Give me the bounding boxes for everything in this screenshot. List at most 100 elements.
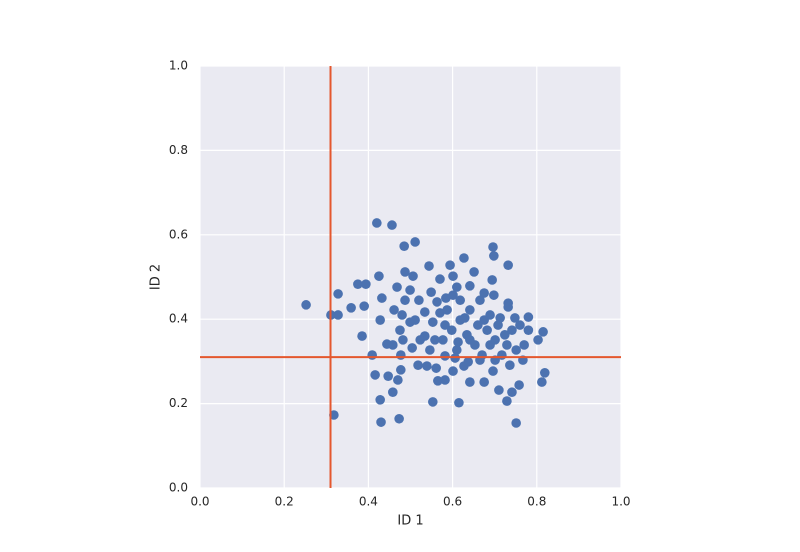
point [515, 320, 525, 330]
point [507, 387, 517, 398]
x-tick-label: 0.8 [527, 495, 546, 509]
point [375, 395, 385, 405]
point [357, 331, 367, 341]
point [459, 253, 469, 263]
point [430, 335, 440, 345]
y-tick-label: 0.8 [169, 143, 188, 157]
point [448, 366, 458, 376]
point [333, 310, 343, 320]
point [408, 271, 418, 281]
point [396, 350, 406, 360]
point [393, 375, 403, 385]
point [538, 327, 548, 337]
point [367, 350, 377, 360]
point [383, 371, 393, 381]
point [405, 285, 415, 295]
point [399, 241, 409, 251]
point [453, 337, 463, 347]
point [495, 313, 505, 323]
point [537, 377, 547, 387]
point [479, 288, 489, 298]
point [375, 315, 385, 325]
point [425, 345, 435, 355]
point [413, 360, 423, 370]
point [353, 279, 363, 289]
point [410, 237, 420, 247]
point [465, 377, 475, 387]
point [440, 320, 450, 330]
point [510, 313, 520, 323]
point [428, 317, 438, 327]
point [414, 295, 424, 306]
point [361, 279, 371, 289]
point [432, 297, 442, 307]
point [388, 387, 398, 398]
point [454, 397, 464, 408]
point [502, 340, 512, 350]
point [428, 397, 438, 407]
point [507, 325, 517, 335]
point [511, 418, 521, 428]
point [533, 335, 543, 345]
point [392, 282, 402, 292]
point [448, 271, 458, 281]
point [482, 325, 492, 335]
y-axis-label: ID 2 [149, 264, 164, 290]
point [539, 367, 550, 378]
point [389, 305, 399, 315]
point [388, 340, 398, 350]
point [503, 260, 513, 270]
point [438, 335, 448, 345]
point [448, 290, 458, 300]
x-tick-label: 0.0 [190, 495, 209, 509]
y-tick-label: 1.0 [169, 59, 188, 73]
point [452, 345, 462, 355]
x-axis-label: ID 1 [397, 514, 423, 529]
point [446, 325, 457, 335]
point [465, 335, 475, 345]
point [463, 357, 473, 367]
point [407, 343, 417, 353]
point [489, 251, 499, 261]
point [420, 307, 430, 317]
x-tick-label: 0.6 [443, 495, 462, 509]
point [374, 271, 384, 281]
point [514, 380, 524, 390]
point [442, 305, 452, 315]
point [494, 385, 504, 395]
point [424, 261, 434, 271]
point [479, 377, 489, 387]
point [422, 361, 432, 371]
point [397, 310, 407, 320]
y-tick-label: 0.2 [169, 396, 188, 410]
grid [199, 65, 622, 489]
point [488, 242, 498, 252]
point [487, 275, 497, 285]
point [426, 287, 436, 297]
point [502, 396, 512, 406]
point [395, 325, 405, 335]
point [398, 335, 408, 345]
point [435, 274, 445, 284]
y-tick-label: 0.4 [169, 312, 188, 326]
point [489, 290, 499, 300]
point [333, 289, 343, 299]
x-tick-label: 1.0 [611, 495, 630, 509]
marks [200, 66, 621, 488]
point [376, 417, 386, 427]
point [346, 303, 356, 313]
x-tick-label: 0.2 [275, 495, 294, 509]
point [523, 325, 534, 335]
point [500, 330, 510, 340]
point [431, 363, 441, 373]
point [400, 267, 410, 277]
point [400, 295, 410, 306]
point [485, 340, 495, 350]
point [479, 315, 489, 325]
x-tick-label: 0.4 [359, 495, 378, 509]
point [396, 365, 406, 375]
point [505, 360, 515, 370]
point [523, 312, 534, 322]
point [488, 366, 498, 376]
